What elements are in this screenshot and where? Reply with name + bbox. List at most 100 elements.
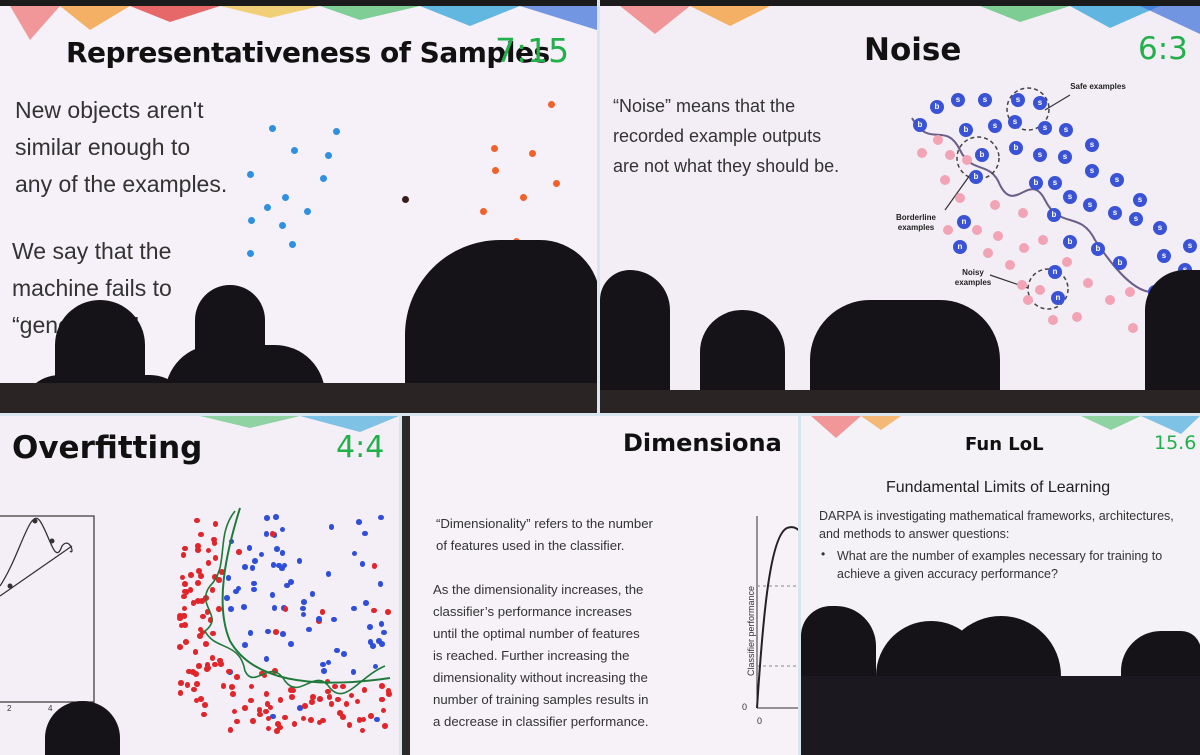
slide-representativeness: Representativeness of Samples 7:15 New o… — [0, 0, 597, 413]
blue-sample-dot — [228, 606, 235, 612]
red-sample-dot — [209, 587, 216, 593]
blue-sample-dot — [376, 638, 383, 644]
stage-floor — [0, 383, 597, 413]
blue-sample-dot — [246, 249, 254, 257]
safe-example-dot: s — [1110, 173, 1124, 187]
blue-sample-dot — [309, 591, 316, 597]
blue-sample-dot — [288, 579, 294, 585]
red-sample-dot — [233, 674, 240, 680]
safe-example-dot: s — [1133, 193, 1147, 207]
highlight-ring — [1006, 87, 1050, 131]
axis-tick: 4 — [48, 704, 53, 713]
red-sample-dot — [217, 657, 223, 664]
red-sample-dot — [193, 671, 199, 677]
pink-sample-dot — [993, 231, 1003, 241]
blue-sample-dot — [281, 193, 289, 201]
red-sample-dot — [324, 688, 331, 695]
slide-title: Representativeness of Samples — [66, 36, 550, 69]
blue-sample-dot — [378, 514, 384, 521]
red-sample-dot — [257, 711, 264, 718]
dark-edge — [402, 416, 410, 755]
safe-example-dot: s — [1085, 138, 1099, 152]
overfit-boundary — [203, 510, 386, 695]
red-sample-dot — [229, 684, 236, 690]
red-sample-dot — [277, 697, 284, 703]
blue-sample-dot — [381, 629, 388, 636]
countdown-timer: 6:3 — [1138, 31, 1188, 67]
performance-curve-chart — [756, 516, 798, 709]
safe-example-dot: s — [1033, 148, 1047, 162]
red-sample-dot — [180, 551, 187, 558]
red-sample-dot — [182, 545, 188, 552]
blue-sample-dot — [263, 656, 270, 662]
blue-sample-dot — [303, 207, 311, 215]
red-sample-dot — [288, 687, 294, 693]
red-sample-dot — [187, 587, 194, 593]
red-sample-dot — [385, 609, 391, 615]
slide-title: Fun LoL — [965, 434, 1044, 455]
pink-sample-dot — [1128, 323, 1138, 333]
red-sample-dot — [267, 704, 274, 711]
red-sample-dot — [210, 630, 216, 637]
red-sample-dot — [320, 717, 327, 724]
orange-sample-dot — [490, 144, 498, 152]
red-sample-dot — [219, 568, 225, 575]
label-borderline-examples: Borderline examples — [895, 213, 936, 232]
blue-sample-dot — [288, 240, 296, 248]
red-sample-dot — [379, 696, 385, 703]
red-sample-dot — [289, 694, 295, 701]
blue-sample-dot — [325, 571, 332, 577]
borderline-example-dot: b — [1009, 141, 1023, 155]
red-sample-dot — [282, 606, 289, 613]
pink-sample-dot — [1062, 257, 1072, 267]
slide-subtitle: Fundamental Limits of Learning — [886, 479, 1111, 496]
red-sample-dot — [247, 697, 254, 704]
blue-sample-dot — [274, 546, 280, 552]
orange-sample-dot — [479, 207, 487, 215]
blue-sample-dot — [251, 580, 257, 587]
slide-fun-lol: Fun LoL 15.6 Fundamental Limits of Learn… — [801, 416, 1200, 755]
red-sample-dot — [256, 706, 263, 713]
blue-sample-dot — [296, 705, 303, 711]
red-sample-dot — [193, 697, 200, 704]
borderline-example-dot: b — [1113, 256, 1127, 270]
borderline-example-dot: b — [930, 100, 944, 114]
red-sample-dot — [211, 539, 218, 546]
borderline-example-dot: b — [1029, 176, 1043, 190]
blue-sample-dot — [280, 630, 286, 637]
blue-sample-dot — [374, 716, 380, 723]
blue-sample-dot — [251, 586, 257, 593]
borderline-example-dot: b — [975, 148, 989, 162]
red-sample-dot — [226, 668, 232, 675]
blue-sample-dot — [242, 642, 248, 649]
red-sample-dot — [259, 670, 265, 677]
red-sample-dot — [196, 663, 203, 669]
blue-sample-dot — [265, 628, 271, 635]
safe-example-dot: s — [988, 119, 1002, 133]
blue-sample-dot — [263, 203, 271, 211]
red-sample-dot — [205, 547, 212, 554]
red-sample-dot — [178, 622, 185, 629]
red-sample-dot — [209, 655, 216, 661]
red-sample-dot — [207, 616, 214, 623]
red-sample-dot — [326, 694, 333, 700]
blue-sample-dot — [281, 562, 288, 569]
red-sample-dot — [212, 661, 218, 668]
red-sample-dot — [212, 521, 219, 527]
safe-example-dot: s — [1048, 176, 1062, 190]
blue-sample-dot — [273, 513, 280, 520]
red-sample-dot — [184, 682, 191, 688]
red-sample-dot — [236, 548, 242, 555]
noisy-example-dot: n — [953, 240, 967, 254]
red-sample-dot — [337, 709, 343, 716]
red-sample-dot — [188, 571, 194, 578]
red-sample-dot — [234, 718, 240, 725]
tick-label-y: 0 — [742, 702, 748, 712]
slide-title: Noise — [864, 32, 962, 68]
red-sample-dot — [192, 649, 199, 655]
red-sample-dot — [264, 700, 271, 707]
blue-sample-dot — [264, 514, 270, 521]
red-sample-dot — [198, 573, 204, 580]
pink-sample-dot — [1017, 280, 1027, 290]
borderline-example-dot: b — [969, 170, 983, 184]
